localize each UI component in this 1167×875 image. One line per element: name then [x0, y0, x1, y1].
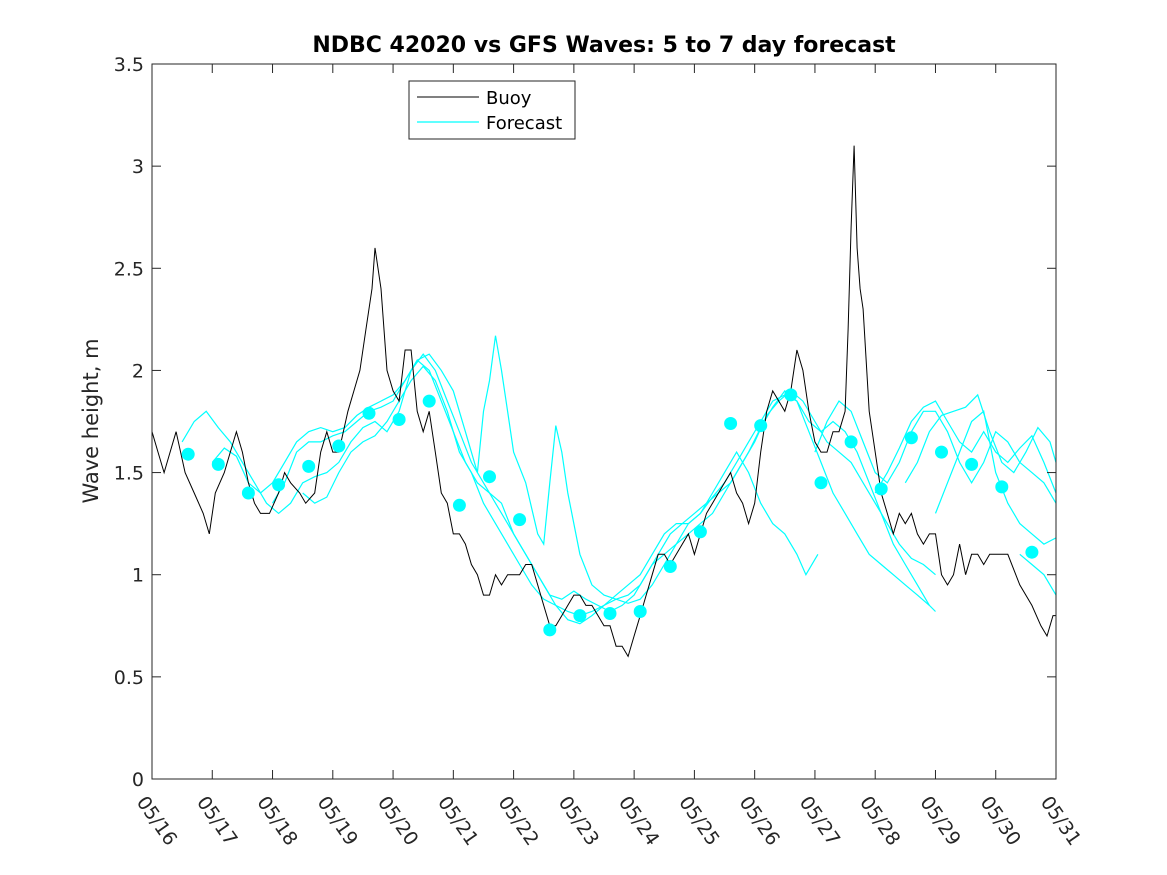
forecast-marker-18: [693, 525, 707, 539]
forecast-marker-26: [935, 445, 948, 459]
forecast-marker-12: [513, 513, 527, 527]
forecast-marker-22: [814, 476, 828, 490]
y-tick-label: 2.5: [114, 258, 144, 280]
y-tick-label: 1: [132, 565, 144, 587]
forecast-marker-15: [603, 607, 617, 620]
forecast-line-8: [934, 410, 1057, 545]
y-tick-label: 2: [132, 360, 144, 382]
forecast-marker-13: [543, 623, 557, 637]
y-tick-label: 0.5: [114, 667, 144, 689]
forecast-marker-16: [633, 605, 647, 618]
forecast-marker-9: [422, 394, 436, 408]
y-tick-label: 3: [132, 156, 144, 178]
chart-title: NDBC 42020 vs GFS Waves: 5 to 7 day fore…: [312, 33, 896, 58]
forecast-line-5: [814, 400, 1057, 504]
forecast-marker-3: [241, 486, 255, 500]
forecast-marker-6: [332, 439, 346, 453]
forecast-marker-24: [874, 482, 888, 496]
forecast-marker-27: [965, 457, 979, 471]
forecast-marker-5: [302, 459, 316, 473]
forecast-marker-29: [1025, 545, 1039, 559]
forecast-marker-7: [362, 406, 376, 420]
axes-box: [151, 63, 1057, 780]
forecast-marker-11: [483, 470, 496, 484]
forecast-line-1: [181, 353, 819, 625]
y-tick-label: 0: [132, 769, 144, 791]
forecast-marker-14: [573, 609, 587, 623]
forecast-line-9: [1019, 553, 1057, 596]
forecast-marker-20: [754, 419, 768, 433]
forecast-marker-2: [211, 457, 225, 471]
forecast-marker-8: [392, 413, 406, 426]
y-tick-label: 3.5: [114, 54, 144, 76]
forecast-line-3: [271, 359, 936, 613]
forecast-marker-21: [784, 388, 798, 402]
legend-buoy-label: Buoy: [486, 88, 532, 109]
forecast-line-2: [211, 335, 936, 612]
forecast-line-4: [302, 365, 930, 617]
forecast-marker-1: [181, 447, 195, 461]
legend-box: [408, 80, 576, 140]
forecast-marker-23: [844, 435, 858, 449]
forecast-marker-4: [272, 478, 286, 492]
forecast-line-6: [874, 400, 1057, 494]
legend-forecast-label: Forecast: [486, 113, 562, 134]
buoy-line: [151, 145, 1056, 658]
forecast-marker-10: [452, 498, 466, 512]
y-axis-label: Wave height, m: [79, 338, 103, 503]
forecast-marker-25: [904, 431, 918, 445]
forecast-marker-28: [995, 480, 1009, 494]
forecast-marker-17: [663, 560, 677, 573]
forecast-marker-19: [724, 417, 738, 430]
y-tick-label: 1.5: [114, 463, 144, 485]
